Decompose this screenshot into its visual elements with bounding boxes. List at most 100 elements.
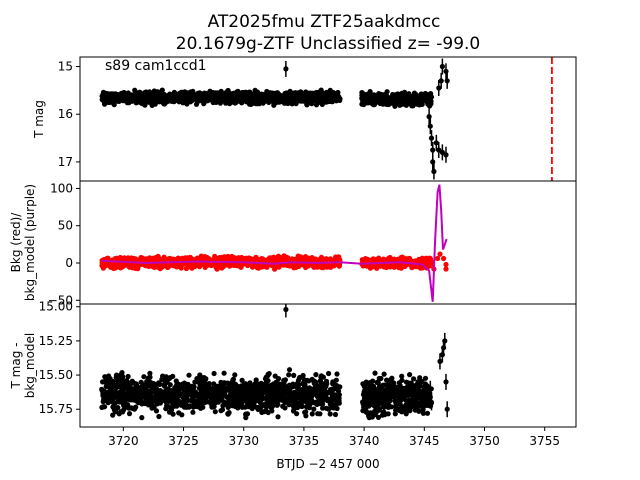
data-point	[295, 387, 301, 393]
data-point	[408, 380, 414, 386]
data-point	[316, 386, 323, 392]
y-tick-label: 15.75	[39, 402, 73, 416]
data-point	[171, 395, 177, 401]
y-axis-label-bkg: Bkg (red)/bkg_model (purple)	[9, 184, 37, 301]
data-point	[250, 391, 256, 397]
data-point	[364, 410, 370, 416]
data-point	[155, 253, 161, 259]
data-point	[285, 262, 291, 268]
axes-frame-bkg	[79, 180, 577, 305]
x-tick-label: 3755	[529, 434, 560, 448]
data-point	[324, 395, 330, 401]
data-point	[164, 393, 170, 399]
data-point	[281, 393, 287, 399]
data-point	[161, 381, 168, 387]
data-point	[333, 393, 339, 399]
data-point	[368, 98, 374, 104]
data-point	[267, 394, 273, 400]
data-point	[415, 384, 421, 390]
data-point	[372, 404, 378, 410]
data-point	[380, 404, 386, 410]
data-point	[157, 381, 163, 387]
data-point	[304, 102, 310, 108]
data-point	[143, 398, 149, 405]
data-point	[133, 383, 140, 389]
data-point	[212, 409, 218, 415]
data-point	[426, 114, 432, 120]
data-point	[203, 383, 209, 389]
data-point	[416, 102, 422, 108]
data-point	[144, 379, 150, 385]
data-point	[443, 266, 449, 272]
data-point	[399, 90, 405, 96]
data-point	[129, 389, 135, 395]
data-point	[384, 89, 390, 95]
data-point	[360, 381, 366, 387]
data-point	[178, 402, 184, 408]
data-point	[273, 379, 279, 385]
data-point	[117, 262, 123, 269]
data-point	[116, 384, 122, 390]
data-point	[384, 377, 390, 383]
data-point	[280, 403, 286, 409]
data-point	[261, 382, 267, 388]
data-point	[120, 409, 126, 415]
data-point	[428, 135, 435, 141]
data-point	[261, 395, 267, 401]
data-point	[444, 406, 450, 412]
data-point	[370, 93, 376, 99]
series-line-bkg_model	[101, 184, 448, 302]
data-point	[232, 372, 238, 378]
data-point	[374, 379, 380, 385]
x-tick-label: 3725	[168, 434, 199, 448]
x-tick-label: 3745	[409, 434, 440, 448]
data-point	[369, 414, 375, 420]
data-point	[286, 372, 292, 378]
data-point	[230, 400, 236, 406]
data-point	[277, 388, 283, 394]
data-point	[100, 399, 106, 405]
data-point	[407, 390, 413, 396]
data-point	[233, 262, 239, 268]
data-point	[391, 264, 397, 270]
data-point	[255, 381, 261, 387]
x-tick-label: 3750	[469, 434, 500, 448]
data-point	[193, 101, 200, 107]
data-point	[282, 377, 288, 383]
data-point	[135, 397, 141, 403]
data-point	[259, 403, 265, 409]
data-point	[211, 381, 217, 387]
data-point	[111, 404, 117, 411]
data-point	[379, 383, 385, 389]
data-point	[156, 97, 162, 103]
y-axis-label-tmag: T mag	[32, 100, 46, 139]
x-tick-label: 3735	[289, 434, 320, 448]
data-point	[262, 257, 268, 263]
data-point	[271, 255, 277, 261]
data-point	[329, 402, 335, 408]
data-point	[173, 97, 179, 103]
data-point	[270, 399, 276, 405]
plot-area-bkg	[99, 184, 449, 302]
data-point	[386, 389, 392, 395]
data-point	[296, 90, 302, 96]
data-point	[272, 91, 278, 97]
data-point	[407, 372, 413, 378]
data-point	[126, 99, 132, 105]
data-point	[380, 101, 386, 107]
panel-annotation: s89 cam1ccd1	[105, 58, 207, 74]
data-point	[206, 393, 212, 399]
data-point	[333, 377, 339, 383]
data-point	[221, 370, 227, 376]
x-axis-label: BTJD −2 457 000	[276, 457, 379, 471]
data-point	[254, 101, 261, 107]
data-point	[139, 415, 145, 421]
data-point	[125, 373, 131, 380]
data-point	[213, 93, 219, 99]
y-tick-label: 15.00	[39, 300, 73, 314]
data-point	[372, 370, 378, 376]
data-point	[119, 370, 125, 376]
data-point	[260, 263, 266, 269]
data-point	[120, 374, 126, 380]
data-point	[399, 97, 405, 103]
